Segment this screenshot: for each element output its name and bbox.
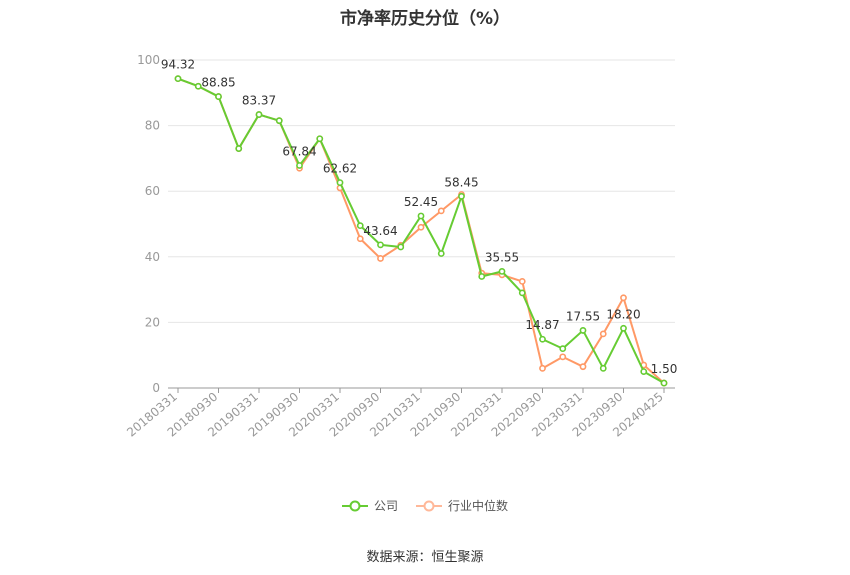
data-point-company: [579, 327, 587, 334]
chart-title: 市净率历史分位（%）: [339, 9, 511, 29]
data-point-company: [275, 117, 283, 125]
data-point-company: [620, 324, 627, 332]
data-point-industry-median: [620, 294, 627, 302]
legend-item-company[interactable]: 公司: [341, 497, 398, 514]
legend-item-industry-median[interactable]: 行业中位数: [416, 497, 508, 514]
legend-label-industry-median: 行业中位数: [448, 499, 509, 513]
data-label: 18.20: [606, 307, 640, 321]
data-point-industry-median: [437, 207, 445, 215]
data-point-company: [255, 111, 263, 118]
legend: 公司 行业中位数: [0, 497, 850, 514]
data-label: 17.55: [566, 309, 600, 323]
data-label: 88.85: [201, 76, 235, 90]
data-label: 58.45: [444, 175, 478, 189]
legend-marker-company: [341, 500, 368, 511]
data-point-industry-median: [356, 235, 364, 243]
data-label: 83.37: [242, 94, 276, 108]
data-point-company: [377, 241, 384, 249]
legend-label-company: 公司: [373, 499, 398, 513]
data-point-company: [235, 145, 243, 152]
y-tick-label: 40: [145, 250, 160, 264]
data-point-company: [397, 243, 405, 251]
data-label: 62.62: [323, 162, 357, 176]
data-point-company: [174, 75, 182, 83]
data-point-company: [559, 345, 567, 353]
y-tick-label: 60: [145, 184, 160, 198]
data-point-company: [660, 379, 668, 387]
series-line-company: [177, 77, 665, 384]
y-tick-label: 100: [137, 53, 160, 67]
data-label: 35.55: [485, 250, 519, 264]
data-point-company: [356, 222, 364, 230]
data-point-company: [437, 250, 445, 257]
data-label: 94.32: [161, 58, 195, 72]
data-point-industry-median: [579, 363, 587, 371]
data-point-company: [417, 212, 425, 220]
data-point-company: [194, 82, 202, 90]
data-point-company: [316, 135, 324, 143]
data-label: 1.50: [651, 362, 678, 376]
y-tick-label: 80: [145, 119, 160, 133]
data-point-industry-median: [417, 223, 425, 231]
data-point-company: [599, 364, 607, 372]
source-note: 数据来源：恒生聚源: [366, 550, 484, 565]
data-point-company: [518, 289, 526, 297]
data-label: 14.87: [525, 318, 559, 332]
data-point-company: [296, 162, 303, 169]
data-point-company: [478, 273, 486, 280]
data-point-industry-median: [539, 364, 546, 372]
legend-marker-industry-median: [416, 500, 442, 511]
data-point-company: [539, 335, 546, 343]
data-point-industry-median: [599, 330, 607, 338]
y-tick-label: 0: [152, 381, 160, 395]
data-point-industry-median: [559, 353, 567, 361]
series-line-industry-median: [177, 77, 665, 384]
data-label: 52.45: [404, 195, 438, 209]
data-point-company: [336, 179, 344, 187]
data-point-company: [458, 192, 465, 200]
data-label: 43.64: [363, 224, 397, 238]
data-point-industry-median: [377, 255, 384, 262]
y-tick-label: 20: [145, 315, 160, 329]
data-point-company: [640, 368, 648, 375]
data-label: 67.84: [282, 144, 316, 158]
data-point-industry-median: [518, 277, 526, 285]
data-point-company: [215, 93, 222, 100]
data-point-company: [498, 267, 506, 275]
